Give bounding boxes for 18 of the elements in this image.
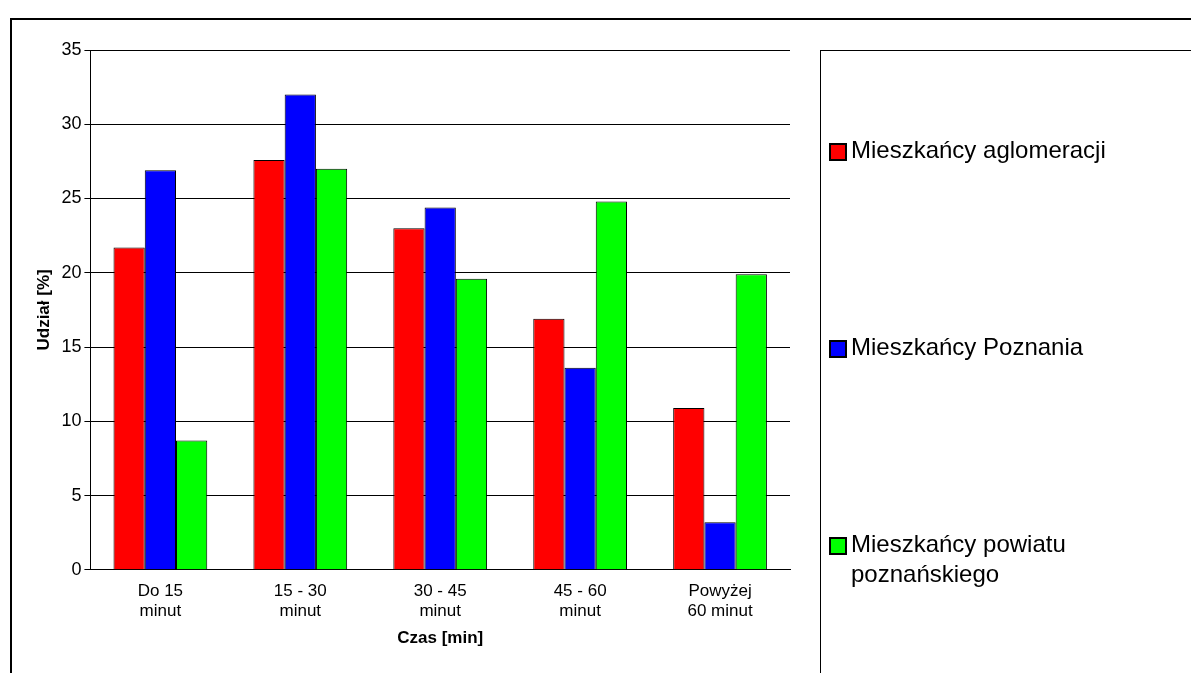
y-tick-label: 20 — [61, 261, 82, 282]
y-tick-label: 15 — [61, 336, 82, 356]
y-axis-title: Udział [%] — [33, 269, 53, 351]
legend-label: Mieszkańcy powiatu poznańskiego — [851, 529, 1067, 590]
y-tick-label: 25 — [61, 187, 82, 208]
y-tick-label: 10 — [61, 410, 82, 431]
y-tick-label: 5 — [71, 484, 82, 505]
y-tick-label: 30 — [61, 113, 82, 134]
legend-label: Mieszkańcy Poznania — [851, 332, 1084, 362]
legend-label: Mieszkańcy aglomeracji — [851, 134, 1106, 165]
x-tick-label: 45 - 60 minut — [553, 580, 607, 621]
y-tick-label: 35 — [61, 38, 82, 59]
x-tick-label: 30 - 45 minut — [413, 580, 467, 621]
y-tick-label: 0 — [71, 558, 82, 579]
x-axis-title: Czas [min] — [397, 628, 484, 648]
x-tick-label: 15 - 30 minut — [273, 580, 327, 621]
x-tick-label: Do 15 minut — [137, 580, 184, 621]
x-tick-label: Powyżej 60 minut — [687, 580, 753, 621]
